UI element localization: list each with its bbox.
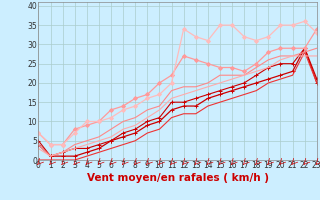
X-axis label: Vent moyen/en rafales ( km/h ): Vent moyen/en rafales ( km/h ) (87, 173, 268, 183)
